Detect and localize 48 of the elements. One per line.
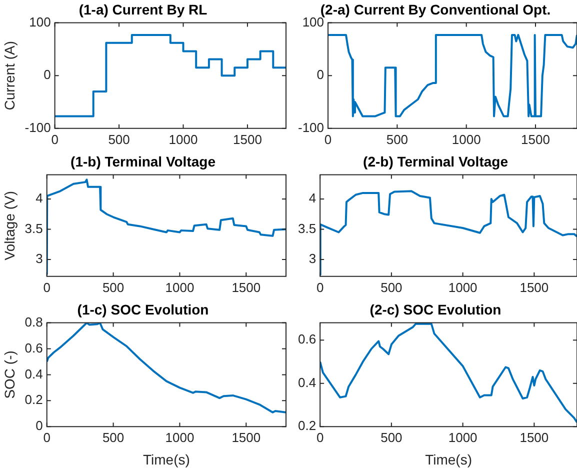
x-axis-title: Time(s) (425, 451, 472, 468)
x-tick-label: 1500 (521, 132, 550, 147)
y-tick-label: 0.8 (24, 314, 43, 330)
chart-title: (1-a) Current By RL (78, 1, 208, 18)
y-tick-label: 0.2 (24, 392, 43, 408)
x-tick-label: 1500 (232, 280, 261, 295)
x-tick-label: 1500 (232, 430, 261, 445)
chart-title: (2-b) Terminal Voltage (363, 153, 508, 170)
y-tick-label: 3 (36, 251, 43, 266)
y-tick-label: 0 (316, 67, 324, 82)
y-tick-label: 0.4 (24, 366, 43, 382)
chart-title: (2-a) Current By Conventional Opt. (320, 1, 551, 18)
x-tick-label: 1000 (165, 280, 194, 295)
y-axis-title: SOC (-) (1, 350, 18, 399)
x-axis-title: Time(s) (142, 451, 190, 468)
x-tick-label: 1000 (452, 132, 481, 147)
y-axis-title: Voltage (V) (1, 190, 18, 260)
x-tick-label: 500 (380, 280, 402, 295)
x-tick-label: 1000 (165, 430, 194, 445)
y-tick-label: 0.4 (298, 374, 316, 390)
y-tick-label: 3.5 (298, 220, 316, 236)
chart-title: (2-c) SOC Evolution (370, 301, 502, 318)
y-tick-label: 0 (36, 418, 43, 434)
x-tick-label: 500 (102, 430, 124, 445)
y-tick-label: 100 (29, 14, 51, 30)
x-tick-label: 500 (102, 280, 124, 295)
y-tick-label: 0.6 (298, 332, 316, 347)
x-tick-label: 1000 (448, 430, 478, 445)
y-axis-title: Current (A) (1, 40, 18, 110)
x-tick-label: 500 (386, 132, 408, 147)
x-tick-label: 1500 (520, 430, 549, 445)
x-tick-label: 1500 (520, 280, 549, 295)
y-tick-label: -100 (298, 120, 324, 135)
chart-title: (1-c) SOC Evolution (77, 301, 209, 318)
y-tick-label: 3 (308, 251, 316, 266)
chart-title: (1-b) Terminal Voltage (70, 153, 216, 170)
y-tick-label: 0 (44, 67, 51, 82)
x-tick-label: 500 (108, 132, 130, 147)
y-tick-label: 3.5 (24, 220, 43, 236)
x-tick-label: 1000 (448, 280, 478, 295)
x-tick-label: 500 (380, 430, 402, 445)
y-tick-label: 0.6 (24, 340, 43, 356)
y-tick-label: 4 (308, 190, 316, 206)
y-tick-label: -100 (24, 120, 51, 135)
y-tick-label: 0.2 (298, 418, 316, 434)
y-tick-label: 4 (36, 190, 43, 206)
x-tick-label: 1500 (233, 132, 262, 147)
x-tick-label: 1000 (168, 132, 198, 147)
